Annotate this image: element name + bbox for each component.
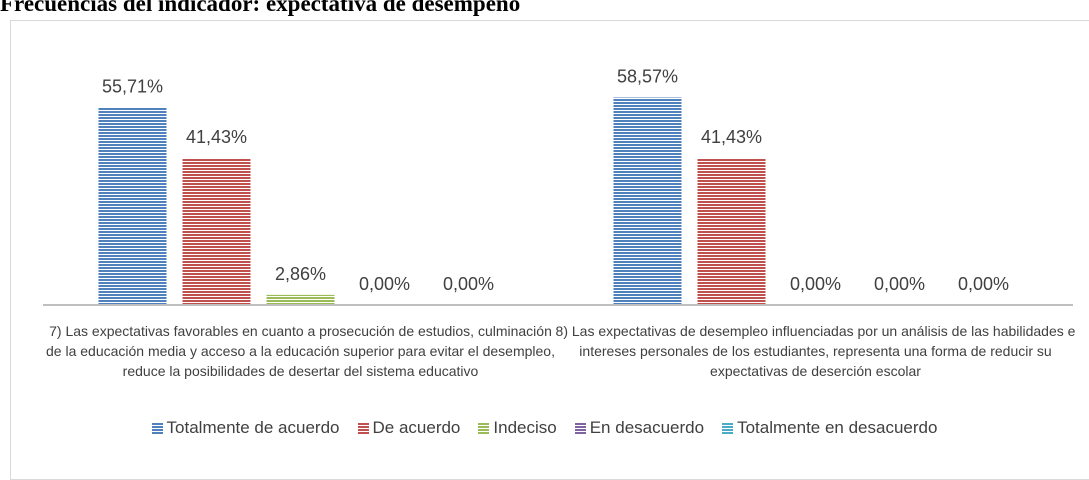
value-label: 0,00%	[359, 274, 410, 294]
value-label: 0,00%	[790, 274, 841, 294]
x-tick-label: 7) Las expectativas favorables en cuanto…	[46, 323, 555, 379]
legend-item: Totalmente en desacuerdo	[722, 418, 937, 438]
legend-label: Totalmente de acuerdo	[166, 418, 340, 437]
chart: 55,71% 41,43% 2,86% 0,00% 0,00% 58,57% 41,43% 0…	[43, 66, 1073, 306]
legend-swatch	[357, 422, 369, 434]
value-label: 55,71%	[102, 77, 163, 97]
legend-item: De acuerdo	[357, 418, 461, 438]
chart-title: Frecuencias del indicador: expectativa d…	[0, 0, 521, 16]
legend-swatch	[151, 422, 163, 434]
bar	[182, 158, 251, 305]
legend-item: En desacuerdo	[574, 418, 705, 438]
legend-item: Indeciso	[478, 418, 557, 438]
legend: Totalmente de acuerdo De acuerdo Indeciso E…	[0, 418, 1089, 438]
legend-label: En desacuerdo	[589, 418, 705, 437]
legend-swatch	[722, 422, 734, 434]
value-label: 41,43%	[186, 127, 247, 147]
bar	[697, 158, 766, 305]
bar	[98, 107, 167, 305]
legend-label: Totalmente en desacuerdo	[737, 418, 938, 437]
value-label: 41,43%	[701, 127, 762, 147]
legend-label: De acuerdo	[372, 418, 461, 437]
value-label: 0,00%	[874, 274, 925, 294]
legend-label: Indeciso	[493, 418, 557, 437]
bar	[266, 294, 335, 305]
x-tick-label: 8) Las expectativas de desempleo influen…	[555, 323, 1076, 379]
legend-swatch	[478, 422, 490, 434]
legend-swatch	[574, 422, 586, 434]
value-label: 2,86%	[275, 264, 326, 284]
legend-item: Totalmente de acuerdo	[151, 418, 340, 438]
value-label: 0,00%	[443, 274, 494, 294]
value-label: 58,57%	[617, 66, 678, 86]
value-label: 0,00%	[958, 274, 1009, 294]
bar	[613, 97, 682, 305]
